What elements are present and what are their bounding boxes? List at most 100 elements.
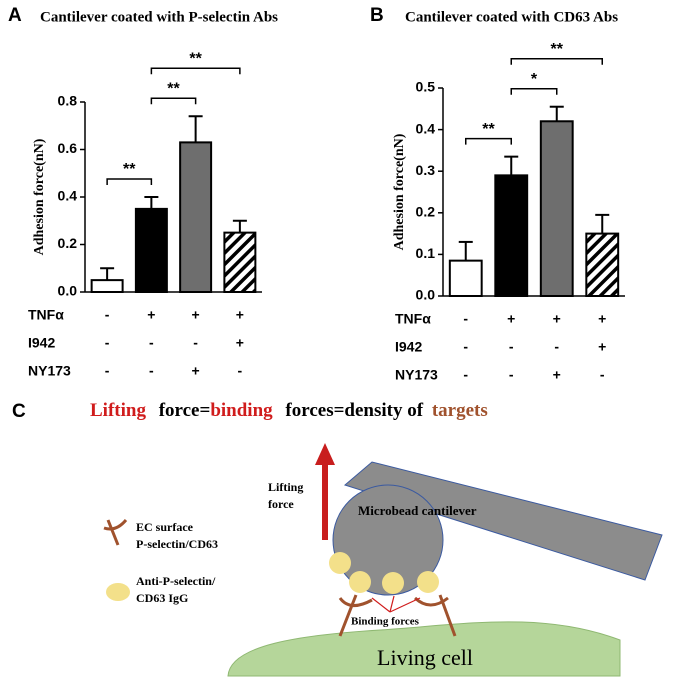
condition-value: - bbox=[509, 339, 514, 355]
condition-value: - bbox=[105, 363, 110, 379]
igg bbox=[349, 571, 371, 593]
condition-value: - bbox=[463, 367, 468, 383]
condition-value: + bbox=[553, 367, 561, 383]
sig-bracket bbox=[510, 57, 603, 65]
condition-value: + bbox=[598, 311, 606, 327]
y-tick-label: 0.5 bbox=[416, 79, 436, 95]
cell bbox=[227, 621, 621, 677]
sig-label: ** bbox=[482, 121, 495, 138]
y-tick-label: 0.4 bbox=[416, 120, 436, 136]
binding-label: Binding forces bbox=[351, 616, 420, 628]
bar bbox=[539, 120, 574, 297]
condition-value: - bbox=[509, 367, 514, 383]
y-tick-label: 0.8 bbox=[58, 93, 78, 109]
sig-bracket bbox=[510, 87, 558, 95]
condition-value: + bbox=[553, 311, 561, 327]
condition-value: + bbox=[507, 311, 515, 327]
y-tick-label: 0.1 bbox=[416, 245, 436, 261]
sig-bracket bbox=[465, 137, 512, 145]
bar bbox=[223, 231, 257, 293]
sig-label: ** bbox=[189, 50, 202, 67]
igg bbox=[329, 552, 351, 574]
condition-value: - bbox=[105, 335, 110, 351]
bar bbox=[90, 279, 124, 293]
title-part: binding bbox=[210, 400, 273, 421]
condition-value: - bbox=[463, 339, 468, 355]
condition-value: - bbox=[105, 307, 110, 323]
condition-name: NY173 bbox=[28, 363, 71, 379]
charts: A Cantilever coated with P-selectin Abs Ad… bbox=[8, 5, 625, 383]
diagram-title: Lifting force=binding forces=density of … bbox=[90, 400, 488, 421]
condition-value: - bbox=[600, 367, 605, 383]
condition-value: - bbox=[463, 311, 468, 327]
sig-label: ** bbox=[551, 41, 564, 58]
receptor bbox=[338, 594, 373, 637]
condition-value: + bbox=[192, 307, 200, 323]
condition-name: TNFα bbox=[28, 307, 64, 323]
y-tick-label: 0.3 bbox=[416, 162, 436, 178]
igg-icon bbox=[106, 583, 130, 601]
condition-value: + bbox=[236, 335, 244, 351]
title-part: targets bbox=[432, 400, 488, 421]
y-tick-label: 0.6 bbox=[58, 140, 78, 156]
sig-bracket bbox=[106, 178, 153, 185]
bar bbox=[585, 232, 620, 298]
y-tick-label: 0.4 bbox=[58, 188, 78, 204]
chart-title: Cantilever coated with CD63 Abs bbox=[405, 9, 618, 25]
condition-name: TNFα bbox=[395, 311, 431, 327]
title-part: Lifting bbox=[90, 400, 146, 421]
lift-arrowhead bbox=[315, 443, 335, 465]
y-tick-label: 0.2 bbox=[416, 204, 436, 220]
sig-label: * bbox=[531, 71, 538, 88]
condition-value: + bbox=[236, 307, 244, 323]
bar bbox=[134, 207, 168, 293]
binding-arrows bbox=[371, 595, 421, 613]
condition-value: + bbox=[192, 363, 200, 379]
sig-bracket bbox=[150, 97, 197, 105]
title-part: force= bbox=[159, 400, 211, 421]
y-tick-label: 0.0 bbox=[416, 287, 436, 303]
panel-label: A bbox=[8, 5, 22, 26]
y-tick-label: 0.2 bbox=[58, 235, 78, 251]
cantilever-label: Microbead cantilever bbox=[358, 503, 477, 518]
sig-label: ** bbox=[167, 80, 180, 97]
chart-title: Cantilever coated with P-selectin Abs bbox=[40, 9, 278, 25]
legend-text: CD63 IgG bbox=[136, 591, 188, 605]
condition-value: - bbox=[238, 363, 243, 379]
lift-label: force bbox=[268, 497, 294, 511]
bar bbox=[494, 174, 529, 297]
condition-value: + bbox=[147, 307, 155, 323]
condition-value: - bbox=[554, 339, 559, 355]
y-axis-label: Adhesion force(nN) bbox=[392, 133, 407, 250]
condition-value: - bbox=[149, 335, 154, 351]
condition-value: + bbox=[598, 339, 606, 355]
condition-value: - bbox=[149, 363, 154, 379]
igg bbox=[382, 572, 404, 594]
lift-label: Lifting bbox=[268, 480, 303, 494]
sig-bracket bbox=[150, 67, 241, 75]
legend-text: P-selectin/CD63 bbox=[136, 537, 218, 551]
condition-name: NY173 bbox=[395, 367, 438, 383]
cantilever bbox=[343, 461, 663, 581]
receptors bbox=[103, 519, 457, 637]
microbead bbox=[332, 484, 444, 596]
panel-label: B bbox=[370, 5, 384, 26]
panel-label: C bbox=[12, 401, 26, 422]
y-tick-label: 0.0 bbox=[58, 283, 78, 299]
y-axis-label: Adhesion force(nN) bbox=[32, 138, 47, 255]
sig-label: ** bbox=[123, 161, 136, 178]
legend-text: Anti-P-selectin/ bbox=[136, 574, 216, 588]
condition-value: - bbox=[193, 335, 198, 351]
bar bbox=[179, 141, 213, 293]
diagram: C Lifting force=binding forces=density o… bbox=[12, 400, 663, 677]
receptor-icon bbox=[103, 519, 128, 546]
cell-label: Living cell bbox=[377, 645, 473, 670]
legend-text: EC surface bbox=[136, 520, 194, 534]
title-part: forces=density of bbox=[285, 400, 423, 421]
receptor bbox=[413, 594, 457, 637]
condition-name: I942 bbox=[28, 335, 55, 351]
igg-group bbox=[329, 552, 439, 594]
condition-name: I942 bbox=[395, 339, 422, 355]
igg bbox=[417, 571, 439, 593]
